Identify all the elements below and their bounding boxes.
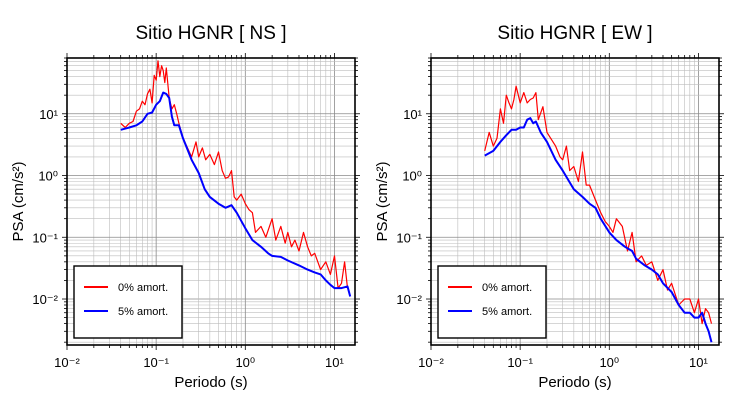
plot-frame bbox=[66, 57, 356, 346]
x-tick-label: 10⁻¹ bbox=[143, 355, 169, 370]
x-axis-label: Periodo (s) bbox=[174, 374, 247, 391]
series-line-5pct bbox=[484, 117, 713, 343]
x-tick-label: 10⁰ bbox=[235, 355, 255, 370]
legend-box bbox=[437, 265, 547, 339]
legend: 0% amort. 5% amort. bbox=[437, 265, 547, 339]
legend-box bbox=[73, 265, 183, 339]
y-tick-label: 10⁰ bbox=[402, 169, 422, 184]
y-tick-label: 10¹ bbox=[39, 107, 58, 122]
x-tick-label: 10⁻² bbox=[418, 355, 444, 370]
chart-panel-ew: 10⁻² 10⁻¹ 10⁰ 10¹ 10⁻² 10⁻¹ 10⁰ 10¹ Sitio HGNR [… bbox=[374, 23, 724, 391]
chart-title: Sitio HGNR [ NS ] bbox=[136, 23, 287, 44]
y-tick-label: 10⁻¹ bbox=[396, 230, 422, 245]
x-tick-label: 10⁰ bbox=[599, 355, 619, 370]
legend: 0% amort. 5% amort. bbox=[73, 265, 183, 339]
legend-label: 0% amort. bbox=[482, 282, 532, 294]
y-tick-label: 10⁰ bbox=[38, 169, 58, 184]
y-tick-label: 10⁻¹ bbox=[32, 230, 58, 245]
legend-label: 5% amort. bbox=[118, 306, 168, 318]
x-tick-label: 10⁻¹ bbox=[507, 355, 533, 370]
x-tick-label: 10⁻² bbox=[54, 355, 80, 370]
axis-ticks bbox=[62, 53, 360, 350]
y-tick-label: 10¹ bbox=[403, 107, 422, 122]
legend-label: 5% amort. bbox=[482, 306, 532, 318]
series-line-0pct bbox=[120, 60, 349, 289]
legend-label: 0% amort. bbox=[118, 282, 168, 294]
axis-ticks bbox=[426, 53, 724, 350]
chart-title: Sitio HGNR [ EW ] bbox=[497, 23, 652, 44]
chart-panel-ns: 10⁻² 10⁻¹ 10⁰ 10¹ 10⁻² 10⁻¹ 10⁰ 10¹ Sitio HGNR [… bbox=[10, 23, 360, 391]
y-tick-label: 10⁻² bbox=[396, 292, 422, 307]
y-axis-label: PSA (cm/s²) bbox=[10, 161, 27, 241]
x-axis-label: Periodo (s) bbox=[538, 374, 611, 391]
x-tick-label: 10¹ bbox=[325, 355, 344, 370]
y-tick-label: 10⁻² bbox=[32, 292, 58, 307]
series-line-5pct bbox=[120, 91, 352, 297]
y-axis-label: PSA (cm/s²) bbox=[374, 161, 391, 241]
plot-frame bbox=[430, 57, 720, 346]
series-line-0pct bbox=[484, 85, 713, 325]
x-tick-label: 10¹ bbox=[689, 355, 708, 370]
